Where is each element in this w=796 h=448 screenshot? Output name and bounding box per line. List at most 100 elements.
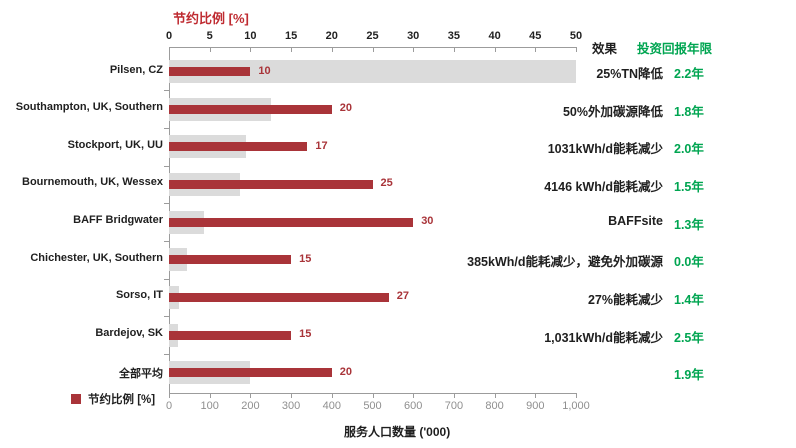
site-label: Stockport, UK, UU: [67, 138, 163, 151]
bottom-axis-tick: [169, 393, 170, 398]
bottom-axis-tick: [453, 393, 455, 398]
bottom-axis-tick: [250, 393, 252, 398]
bottom-axis-tick-label: 700: [444, 400, 464, 412]
payback-label: 1.8年: [674, 104, 704, 119]
saving-bar: [169, 330, 292, 340]
top-axis-tick-label: 15: [284, 30, 298, 42]
saving-value-label: 20: [339, 365, 353, 378]
category-axis-tick: [164, 203, 169, 205]
bottom-axis-tick-label: 800: [485, 400, 504, 412]
top-axis-tick-label: 45: [529, 30, 542, 42]
bottom-axis-title: 服务人口数量 ('000): [344, 425, 451, 439]
top-axis-tick-label: 10: [244, 30, 257, 42]
site-label: 全部平均: [119, 367, 163, 380]
site-label: Chichester, UK, Southern: [30, 251, 163, 264]
saving-value-label: 25: [380, 177, 393, 190]
top-axis-tick: [535, 47, 537, 52]
top-axis-tick-label: 0: [165, 30, 173, 42]
top-axis-tick: [331, 47, 333, 52]
saving-value-label: 10: [258, 64, 271, 77]
effect-label: 50%外加碳源降低: [562, 104, 663, 119]
effect-label: 1031kWh/d能耗减少: [547, 142, 663, 157]
saving-bar: [169, 179, 373, 189]
legend-swatch-icon: [71, 394, 81, 404]
bottom-axis-tick-label: 900: [526, 400, 545, 412]
top-axis-tick: [494, 47, 496, 52]
saving-bar: [169, 255, 292, 265]
bottom-axis-tick: [291, 393, 293, 398]
bottom-axis-tick-label: 200: [241, 400, 260, 412]
bottom-axis-tick-label: 300: [281, 400, 301, 412]
payback-label: 0.0年: [674, 255, 704, 270]
category-axis-tick: [164, 278, 169, 280]
effect-label: 1,031kWh/d能耗减少: [544, 330, 663, 345]
saving-bar: [169, 67, 251, 76]
bottom-axis-tick: [331, 393, 333, 398]
top-axis-tick: [453, 47, 455, 52]
top-axis-tick: [250, 47, 252, 52]
category-axis-tick: [164, 241, 169, 242]
category-axis-tick: [164, 353, 169, 355]
saving-bar: [169, 368, 332, 378]
top-axis-title: 节约比例 [%]: [173, 11, 249, 26]
effect-label: 4146 kWh/d能耗减少: [544, 179, 663, 194]
bottom-axis-tick-label: 0: [165, 400, 173, 412]
bottom-axis-tick-label: 600: [404, 400, 423, 412]
site-label: Southampton, UK, Southern: [15, 101, 163, 114]
effect-label: 25%TN降低: [596, 67, 663, 81]
saving-value-label: 20: [339, 102, 353, 115]
top-axis-tick: [372, 47, 374, 52]
top-axis-tick-label: 25: [366, 30, 379, 42]
top-axis-tick-label: 40: [488, 30, 501, 42]
payback-label: 1.9年: [674, 368, 704, 383]
effect-column-header: 效果: [592, 42, 618, 56]
site-label: Pilsen, CZ: [109, 63, 163, 76]
bottom-axis-tick: [209, 393, 211, 398]
payback-label: 1.5年: [674, 179, 704, 194]
category-axis-tick: [164, 90, 169, 92]
bottom-axis-tick: [413, 393, 415, 398]
saving-bar: [169, 104, 332, 114]
site-label: Bardejov, SK: [95, 327, 163, 340]
bottom-axis-tick-label: 500: [363, 400, 382, 412]
effect-label: BAFFsite: [608, 213, 663, 228]
saving-value-label: 15: [299, 328, 312, 341]
bottom-axis-tick: [576, 393, 577, 398]
top-axis-tick: [169, 47, 170, 52]
saving-bar: [169, 292, 389, 302]
top-axis-tick: [209, 47, 211, 52]
bottom-axis-tick-label: 1,000: [562, 400, 590, 412]
bottom-axis-tick: [372, 393, 374, 398]
payback-label: 1.3年: [674, 217, 704, 232]
saving-value-label: 15: [299, 252, 312, 265]
category-axis-tick: [164, 165, 169, 167]
top-axis-tick-label: 35: [447, 30, 461, 42]
saving-bar: [169, 217, 414, 227]
payback-label: 2.0年: [674, 142, 704, 157]
top-axis-tick-label: 30: [407, 30, 420, 42]
top-axis-tick: [413, 47, 415, 52]
site-label: Sorso, IT: [115, 289, 163, 302]
payback-label: 2.2年: [674, 67, 704, 81]
bottom-axis-tick: [535, 393, 537, 398]
top-axis-tick: [291, 47, 293, 52]
site-label: BAFF Bridgwater: [73, 214, 163, 227]
payback-label: 1.4年: [674, 292, 704, 307]
saving-value-label: 30: [421, 215, 434, 228]
saving-value-label: 27: [396, 290, 410, 303]
population-bar: [169, 60, 576, 83]
top-axis-tick-label: 50: [569, 30, 583, 42]
category-axis-tick: [164, 316, 169, 318]
effect-label: 385kWh/d能耗减少，避免外加碳源: [467, 255, 663, 270]
bottom-axis-tick-label: 100: [200, 400, 219, 412]
top-axis-tick-label: 5: [206, 30, 213, 42]
category-axis-tick: [164, 128, 169, 130]
bottom-axis-tick: [494, 393, 496, 398]
top-axis-tick-label: 20: [325, 30, 338, 42]
payback-label: 2.5年: [674, 330, 704, 345]
legend: 节约比例 [%]: [71, 391, 155, 407]
site-label: Bournemouth, UK, Wessex: [22, 176, 163, 189]
legend-label: 节约比例 [%]: [88, 394, 156, 406]
saving-value-label: 17: [315, 139, 328, 152]
